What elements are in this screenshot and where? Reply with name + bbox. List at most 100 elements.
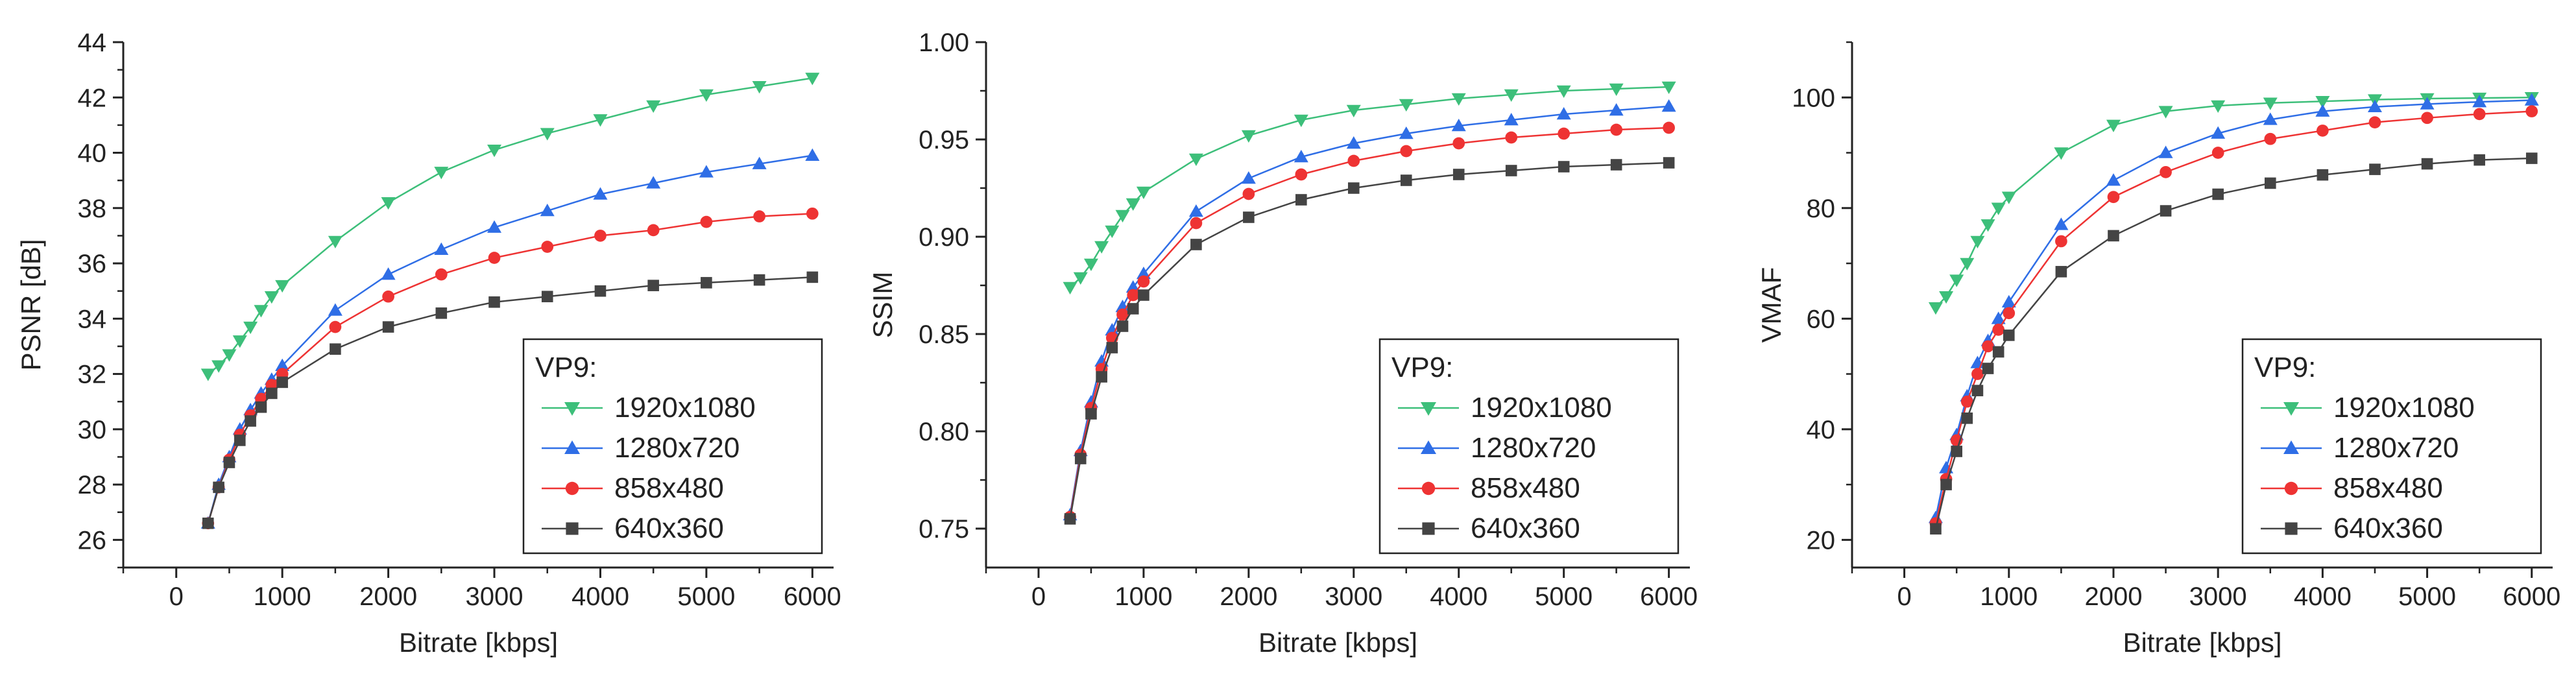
ssim-point-640x360	[1347, 182, 1360, 194]
ssim-point-640x360	[1505, 165, 1517, 176]
ssim-point-640x360	[1116, 320, 1129, 332]
ssim-legend-label: 1280x720	[1471, 432, 1596, 464]
vmaf-point-1920x1080	[2315, 95, 2330, 109]
psnr-point-1920x1080	[254, 305, 269, 318]
vmaf-legend-label: 858x480	[2333, 472, 2443, 504]
psnr-chart: 0 1000 2000 3000 4000 5000 6000 26 28 30 32 34 36 38 4…	[16, 29, 841, 658]
psnr-point-1920x1080	[540, 128, 555, 141]
ssim-point-1920x1080	[1083, 258, 1098, 271]
psnr-point-1920x1080	[646, 100, 661, 114]
vmaf-legend-marker	[2285, 522, 2298, 535]
vmaf-point-1920x1080	[1980, 219, 1995, 232]
vmaf-point-640x360	[2055, 266, 2067, 278]
vmaf-point-640x360	[1940, 479, 1952, 490]
vmaf-point-640x360	[1982, 363, 1994, 374]
psnr-point-1280x720	[275, 358, 290, 372]
psnr-x-tick-label: 0	[169, 582, 184, 611]
psnr-point-858x480	[700, 215, 713, 228]
psnr-point-1280x720	[434, 242, 449, 255]
ssim-point-858x480	[1452, 137, 1465, 150]
psnr-point-1920x1080	[805, 73, 820, 86]
psnr-point-1920x1080	[699, 89, 714, 102]
psnr-point-640x360	[330, 343, 341, 355]
psnr-legend-marker	[566, 522, 579, 535]
vmaf-point-640x360	[2421, 158, 2433, 170]
psnr-y-tick-label: 42	[78, 84, 107, 112]
ssim-point-858x480	[1242, 187, 1255, 200]
vmaf-point-1920x1080	[1939, 291, 1954, 304]
vmaf-point-1920x1080	[2054, 147, 2069, 160]
ssim-point-640x360	[1610, 159, 1622, 171]
vmaf-point-1280x720	[2054, 217, 2069, 230]
ssim-x-tick-label: 0	[1031, 582, 1046, 611]
psnr-point-640x360	[753, 274, 765, 286]
vmaf-point-1920x1080	[2106, 119, 2121, 132]
vmaf-point-640x360	[1951, 446, 1962, 457]
vmaf-point-1280x720	[2420, 97, 2435, 110]
psnr-point-858x480	[435, 268, 448, 281]
ssim-point-1920x1080	[1556, 85, 1571, 98]
psnr-point-1920x1080	[264, 291, 279, 304]
vmaf-line-858x480	[1934, 110, 2532, 524]
ssim-point-858x480	[1400, 145, 1413, 158]
psnr-point-640x360	[594, 285, 607, 297]
psnr-y-tick-label: 34	[78, 305, 107, 333]
ssim-point-858x480	[1116, 308, 1129, 321]
vmaf-point-858x480	[1971, 368, 1984, 380]
ssim-x-tick-label: 4000	[1430, 582, 1487, 611]
psnr-point-640x360	[806, 271, 819, 283]
psnr-x-tick-label: 6000	[784, 582, 841, 611]
psnr-point-858x480	[806, 207, 819, 220]
vmaf-point-858x480	[2107, 191, 2120, 204]
psnr-point-640x360	[223, 457, 235, 468]
psnr-y-tick-label: 38	[78, 195, 107, 223]
vmaf-point-1280x720	[2472, 95, 2487, 108]
vmaf-point-858x480	[2003, 307, 2016, 320]
psnr-point-1280x720	[487, 220, 502, 233]
psnr-legend-label: 640x360	[614, 512, 724, 544]
vmaf-x-tick-label: 3000	[2189, 582, 2247, 611]
ssim-y-axis-label: SSIM	[867, 272, 898, 339]
vmaf-point-640x360	[2474, 154, 2485, 166]
vmaf-point-640x360	[1961, 412, 1973, 424]
vmaf-point-1920x1080	[1970, 235, 1985, 248]
psnr-point-640x360	[435, 307, 448, 319]
ssim-point-858x480	[1190, 217, 1203, 230]
psnr-y-tick-label: 36	[78, 250, 107, 278]
ssim-x-tick-label: 6000	[1640, 582, 1698, 611]
ssim-y-tick-label: 0.80	[919, 418, 969, 446]
psnr-point-1920x1080	[434, 167, 449, 180]
psnr-legend-label: 1920x1080	[614, 392, 756, 424]
psnr-point-1920x1080	[243, 321, 258, 335]
vmaf-legend-label: 640x360	[2333, 512, 2443, 544]
ssim-y-tick-label: 0.85	[919, 320, 969, 349]
vmaf-point-1280x720	[2524, 93, 2539, 106]
ssim-point-640x360	[1663, 157, 1675, 169]
psnr-x-tick-label: 2000	[359, 582, 417, 611]
vmaf-point-858x480	[2211, 147, 2224, 159]
vmaf-y-axis-label: VMAF	[1756, 267, 1787, 343]
vmaf-point-640x360	[2525, 152, 2538, 164]
psnr-point-1920x1080	[222, 349, 237, 362]
ssim-point-1920x1080	[1115, 209, 1130, 222]
vmaf-point-858x480	[2264, 132, 2277, 145]
psnr-point-640x360	[234, 435, 246, 446]
ssim-point-1920x1080	[1609, 83, 1624, 96]
ssim-y-tick-label: 0.75	[919, 515, 969, 544]
vmaf-point-640x360	[2317, 169, 2329, 181]
psnr-y-tick-label: 44	[78, 29, 107, 57]
ssim-point-1280x720	[1346, 136, 1361, 149]
psnr-point-1280x720	[805, 148, 820, 162]
ssim-y-tick-label: 0.90	[919, 223, 969, 252]
psnr-point-640x360	[488, 296, 500, 308]
vmaf-point-1280x720	[2367, 99, 2382, 113]
vmaf-point-858x480	[2055, 235, 2067, 248]
ssim-point-640x360	[1400, 174, 1412, 186]
vmaf-x-axis-label: Bitrate [kbps]	[2123, 627, 2281, 658]
psnr-y-tick-label: 30	[78, 416, 107, 444]
ssim-point-640x360	[1074, 453, 1087, 464]
ssim-point-1920x1080	[1136, 186, 1151, 199]
ssim-point-1920x1080	[1063, 281, 1077, 294]
psnr-point-1280x720	[381, 267, 396, 280]
